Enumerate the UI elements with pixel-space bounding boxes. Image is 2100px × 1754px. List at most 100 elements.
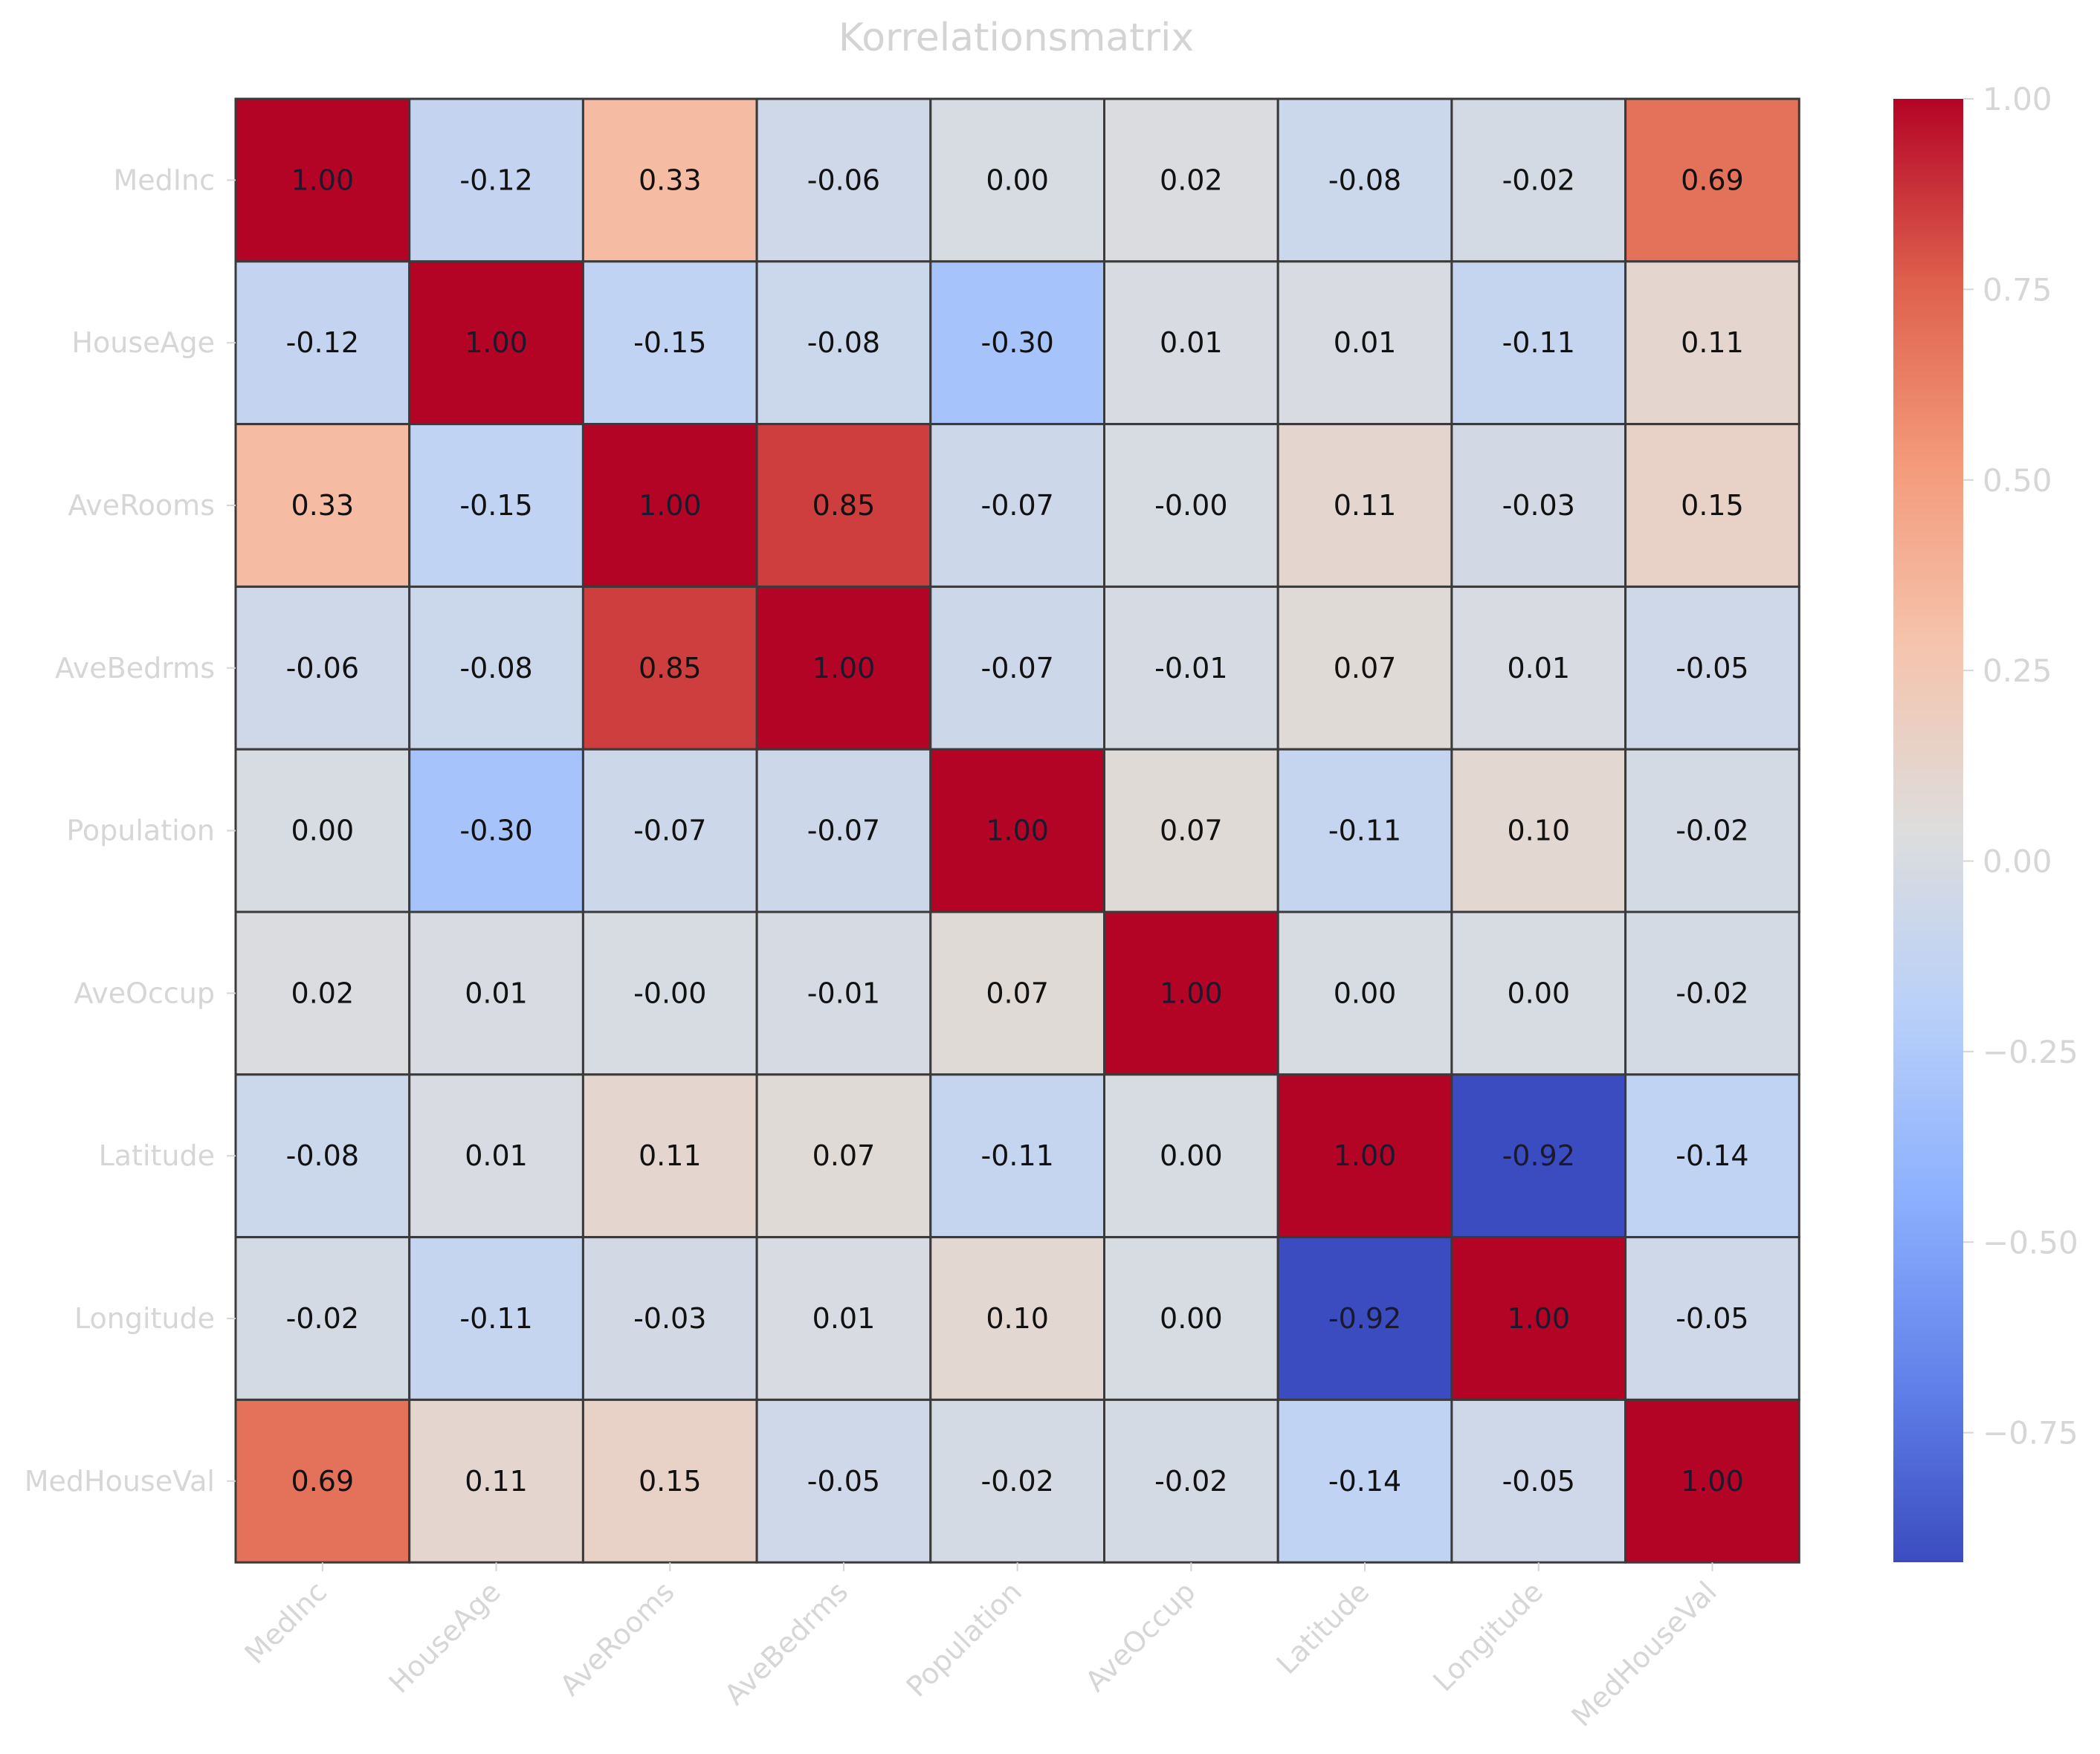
heatmap-cell-label: 0.85 xyxy=(639,652,702,685)
heatmap-cell-label: 0.33 xyxy=(639,164,702,196)
heatmap-cell xyxy=(1624,748,1800,913)
x-tick-label: Latitude xyxy=(1270,1575,1376,1680)
x-tick-label: AveRooms xyxy=(554,1575,681,1702)
y-tick-label: Population xyxy=(66,815,215,847)
x-tick-label: MedHouseVal xyxy=(1565,1575,1722,1732)
heatmap-cell-label: 0.10 xyxy=(1507,815,1570,847)
heatmap-cell xyxy=(1624,585,1800,751)
y-tick-label: HouseAge xyxy=(71,326,215,359)
heatmap-cell xyxy=(1103,97,1279,263)
x-tick-label: Longitude xyxy=(1427,1575,1549,1698)
heatmap-cell-label: -0.92 xyxy=(1502,1139,1575,1172)
heatmap-cell xyxy=(1276,260,1453,426)
heatmap-cell-label: -0.02 xyxy=(286,1302,359,1335)
colorbar-tick-label: 0.00 xyxy=(1983,844,2052,880)
heatmap-cell xyxy=(1103,1398,1279,1564)
colorbar-tick-label: 0.25 xyxy=(1983,653,2052,689)
heatmap-cell-label: 0.00 xyxy=(291,815,355,847)
x-tick-label: HouseAge xyxy=(383,1575,507,1699)
y-tick-label: AveBedrms xyxy=(55,652,215,685)
heatmap-cell-label: 0.33 xyxy=(291,489,355,522)
heatmap-cell xyxy=(234,910,411,1076)
heatmap-cell-label: -0.06 xyxy=(286,652,359,685)
colorbar-tick-label: 0.50 xyxy=(1983,462,2052,499)
heatmap-cell-label: 0.01 xyxy=(812,1302,876,1335)
heatmap-cell-label: 0.07 xyxy=(1334,652,1397,685)
heatmap-cell xyxy=(408,97,584,263)
heatmap-cell xyxy=(581,1398,758,1564)
heatmap-cell xyxy=(234,1398,411,1564)
heatmap-cell-label: 0.00 xyxy=(986,164,1049,196)
heatmap-cell-label: 0.11 xyxy=(465,1465,528,1498)
heatmap-cell-label: 0.07 xyxy=(986,977,1049,1009)
heatmap-cell-label: -0.03 xyxy=(1502,489,1575,522)
heatmap-cell-label: 0.10 xyxy=(986,1302,1049,1335)
heatmap-cell-label: -0.14 xyxy=(1676,1139,1748,1172)
colorbar-tick-label: −0.75 xyxy=(1983,1415,2078,1452)
heatmap-cell-label: 0.00 xyxy=(1507,977,1570,1009)
heatmap-cell xyxy=(234,1073,411,1239)
heatmap-cell xyxy=(1276,1398,1453,1564)
x-tick-label: AveBedrms xyxy=(718,1575,854,1711)
heatmap-cell-label: 0.11 xyxy=(639,1139,702,1172)
heatmap-cell-label: 0.69 xyxy=(291,1465,355,1498)
heatmap-cell-label: -0.03 xyxy=(633,1302,706,1335)
heatmap-cell-label: 1.00 xyxy=(812,652,876,685)
x-tick-label: Population xyxy=(900,1575,1028,1703)
heatmap-cell xyxy=(929,1073,1106,1239)
y-tick-label: AveRooms xyxy=(68,489,215,522)
heatmap-cell-label: -0.05 xyxy=(1502,1465,1575,1498)
heatmap-cell-label: 0.85 xyxy=(812,489,876,522)
chart-title: Korrelationsmatrix xyxy=(839,16,1195,60)
heatmap-cell-label: 0.00 xyxy=(1160,1302,1223,1335)
heatmap-cell xyxy=(755,910,932,1076)
y-tick-label: MedHouseVal xyxy=(25,1465,215,1498)
heatmap-cell-label: 1.00 xyxy=(1507,1302,1570,1335)
colorbar-tick-label: 0.75 xyxy=(1983,271,2052,308)
heatmap-cell xyxy=(1450,910,1627,1076)
heatmap-cell xyxy=(1624,423,1800,588)
heatmap-cell-label: -0.06 xyxy=(807,164,880,196)
heatmap-cell-label: 1.00 xyxy=(465,326,528,359)
x-tick-label: MedInc xyxy=(239,1575,334,1670)
heatmap-cell xyxy=(581,97,758,263)
heatmap-cell-label: -0.02 xyxy=(1676,977,1748,1009)
heatmap-cell xyxy=(1276,423,1453,588)
heatmap-cell xyxy=(234,1236,411,1401)
heatmap-cell-label: -0.07 xyxy=(807,815,880,847)
heatmap-cell xyxy=(929,97,1106,263)
heatmap-cell-label: 0.15 xyxy=(1681,489,1744,522)
colorbar-tick-label: −0.50 xyxy=(1983,1224,2078,1261)
heatmap-cell-label: -0.30 xyxy=(980,326,1053,359)
heatmap-cell-label: 1.00 xyxy=(1334,1139,1397,1172)
heatmap-cell-label: -0.11 xyxy=(1328,815,1401,847)
x-axis-ticks: MedInc HouseAge AveRooms AveBedrms Populatio… xyxy=(239,1562,1723,1733)
heatmap-cell-label: -0.15 xyxy=(459,489,532,522)
heatmap-cell-label: 0.11 xyxy=(1681,326,1744,359)
heatmap-cell-label: -0.05 xyxy=(1676,1302,1748,1335)
heatmap-cell-label: 1.00 xyxy=(639,489,702,522)
heatmap-cell xyxy=(755,585,932,751)
x-tick-label: AveOccup xyxy=(1079,1575,1202,1698)
heatmap-cell-label: -0.00 xyxy=(1154,489,1227,522)
heatmap-cell-label: 0.01 xyxy=(465,1139,528,1172)
heatmap-cell-label: -0.07 xyxy=(980,489,1053,522)
heatmap-cell-label: 0.07 xyxy=(812,1139,876,1172)
colorbar: 1.00 0.75 0.50 0.25 0.00 −0.25 −0.50 −0.75 xyxy=(1893,81,2078,1562)
heatmap-cell-label: -0.02 xyxy=(1502,164,1575,196)
heatmap-cell-label: -0.14 xyxy=(1328,1465,1401,1498)
heatmap-cell-label: 1.00 xyxy=(291,164,355,196)
heatmap-cell xyxy=(1450,585,1627,751)
heatmap-cell-label: 0.01 xyxy=(1507,652,1570,685)
heatmap-cell-label: 0.15 xyxy=(639,1465,702,1498)
heatmap-cell-label: -0.02 xyxy=(1154,1465,1227,1498)
heatmap-cell xyxy=(581,910,758,1076)
heatmap-cell xyxy=(234,97,411,263)
heatmap-cell-label: 1.00 xyxy=(1681,1465,1744,1498)
heatmap-cell xyxy=(755,260,932,426)
y-tick-label: Latitude xyxy=(99,1139,215,1172)
heatmap-cell xyxy=(1450,260,1627,426)
heatmap-cell-label: 0.02 xyxy=(1160,164,1223,196)
y-tick-label: MedInc xyxy=(114,164,215,196)
